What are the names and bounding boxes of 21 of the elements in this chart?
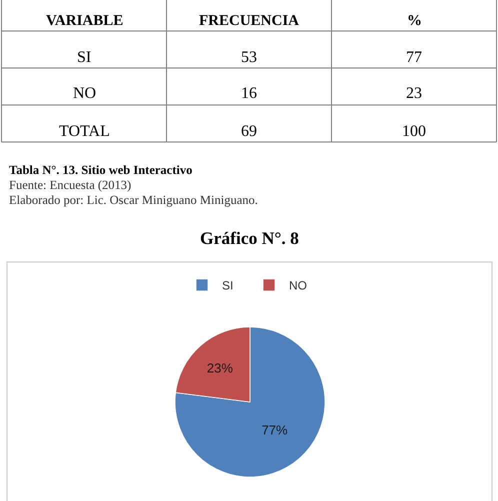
legend-label: SI — [222, 278, 234, 293]
text: 100 — [402, 123, 426, 140]
chart-title: Gráfico N°. 8 — [200, 228, 300, 248]
category-label: TOTAL — [59, 123, 110, 140]
category-label: NO — [73, 85, 96, 102]
source-note: Fuente: Encuesta (2013) — [9, 178, 132, 192]
category-label: FRECUENCIA — [199, 13, 300, 29]
data-label: 23% — [206, 360, 234, 376]
category-label: % — [407, 13, 422, 29]
category-label: SI — [77, 49, 92, 66]
text: 16 — [241, 85, 257, 102]
text: Elaborado por: Lic. Oscar Miniguano Miniguano. — [9, 193, 258, 207]
text: 69 — [241, 123, 257, 140]
text: VARIABLE — [46, 13, 124, 29]
text: 53 — [241, 49, 257, 66]
text: Tabla N°. 13. Sitio web Interactivo — [9, 163, 192, 177]
legend-label: NO — [289, 278, 307, 293]
pie-slice — [174, 326, 326, 478]
data-label: 77% — [262, 422, 288, 438]
text: 23 — [406, 85, 422, 102]
text: 77 — [406, 49, 422, 66]
